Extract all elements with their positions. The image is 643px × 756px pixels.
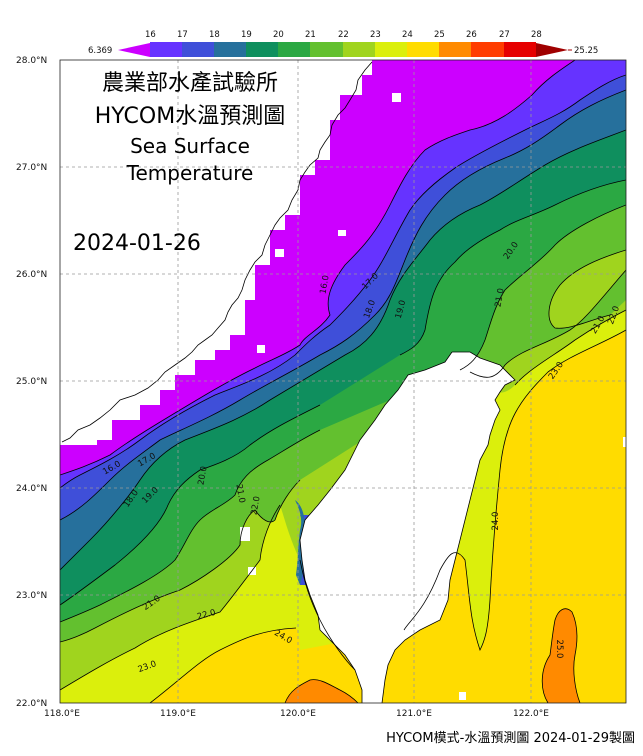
graticule	[60, 60, 626, 703]
colorbar-seg-27-28	[504, 42, 536, 57]
colorbar-tick: 18	[209, 30, 220, 40]
colorbar-tick: 26	[466, 30, 477, 40]
footer-caption: HYCOM模式-水溫預測圖 2024-01-29製圖	[386, 731, 635, 746]
colorbar-seg-19-20	[246, 42, 278, 57]
title-en-line1: Sea Surface	[130, 134, 250, 158]
lat-label: 27.0°N	[16, 163, 47, 173]
warm-patch-southeast	[542, 608, 580, 703]
lon-label: 122.0°E	[513, 709, 549, 719]
coastline	[61, 61, 516, 703]
warm-patch-south	[285, 679, 358, 703]
colorbar-tick: 16	[145, 30, 156, 40]
lat-axis: 28.0°N 27.0°N 26.0°N 25.0°N 24.0°N 23.0°…	[16, 56, 47, 709]
contour-label: 16.0	[318, 274, 331, 294]
colorbar-tick: 22	[338, 30, 349, 40]
contour-label: 21.0	[233, 483, 246, 503]
title-product: HYCOM水溫預測圖	[95, 104, 285, 129]
contour-label: 19.0	[394, 299, 409, 320]
colorbar-seg-17-18	[182, 42, 214, 57]
contour-lines	[60, 60, 626, 703]
colorbar-tick: 27	[499, 30, 510, 40]
contour-label: 25.0	[554, 640, 564, 659]
colorbar-min-label: 6.369	[88, 46, 112, 56]
title-block: 農業部水產試驗所 HYCOM水溫預測圖 Sea Surface Temperat…	[73, 71, 285, 256]
colorbar-tick: 17	[177, 30, 188, 40]
colorbar-tick: 28	[531, 30, 542, 40]
colorbar-seg-22-23	[343, 42, 375, 57]
colorbar-tick: 21	[305, 30, 316, 40]
contour-label: 22.0	[249, 495, 262, 515]
lat-label: 28.0°N	[16, 56, 47, 66]
colorbar-max-arrow	[536, 43, 568, 57]
title-institute: 農業部水產試驗所	[102, 71, 278, 96]
colorbar: 6.369 25.25 16 17 18 19 20 21 22 23 24 2…	[88, 30, 598, 57]
lon-axis: 118.0°E 119.0°E 120.0°E 121.0°E 122.0°E	[44, 709, 549, 719]
colorbar-min-arrow	[118, 43, 150, 57]
lon-label: 118.0°E	[44, 709, 80, 719]
colorbar-seg-20-21	[278, 42, 310, 57]
lat-label: 24.0°N	[16, 484, 47, 494]
taiwan-landmass	[300, 352, 515, 703]
contour-label: 24.0	[491, 512, 501, 531]
contour-label: 22.0	[196, 608, 217, 623]
colorbar-seg-18-19	[214, 42, 246, 57]
colorbar-tick: 24	[402, 30, 413, 40]
lat-label: 23.0°N	[16, 591, 47, 601]
colorbar-seg-24-25	[407, 42, 439, 57]
lat-label: 26.0°N	[16, 270, 47, 280]
title-en-line2: Temperature	[126, 161, 254, 185]
colorbar-max-label: 25.25	[574, 46, 598, 56]
colorbar-tick: 25	[434, 30, 445, 40]
lon-label: 121.0°E	[396, 709, 432, 719]
contour-label: 20.0	[196, 465, 209, 485]
colorbar-seg-26-27	[471, 42, 504, 57]
colorbar-tick: 23	[370, 30, 381, 40]
colorbar-tick: 19	[241, 30, 252, 40]
colorbar-seg-25-26	[439, 42, 471, 57]
land-mask	[60, 60, 626, 703]
china-coastline	[61, 61, 373, 443]
map-frame	[59, 59, 627, 704]
lat-label: 25.0°N	[16, 377, 47, 387]
forecast-date: 2024-01-26	[73, 231, 201, 256]
colorbar-seg-23-24	[375, 42, 407, 57]
colorbar-seg-21-22	[310, 42, 343, 57]
colorbar-tick: 20	[273, 30, 284, 40]
lon-label: 120.0°E	[280, 709, 316, 719]
contour-label: 21.0	[493, 287, 506, 307]
colorbar-seg-16-17	[150, 42, 182, 57]
taiwan-coastline	[299, 351, 516, 703]
lon-label: 119.0°E	[160, 709, 196, 719]
lat-label: 22.0°N	[16, 699, 47, 709]
